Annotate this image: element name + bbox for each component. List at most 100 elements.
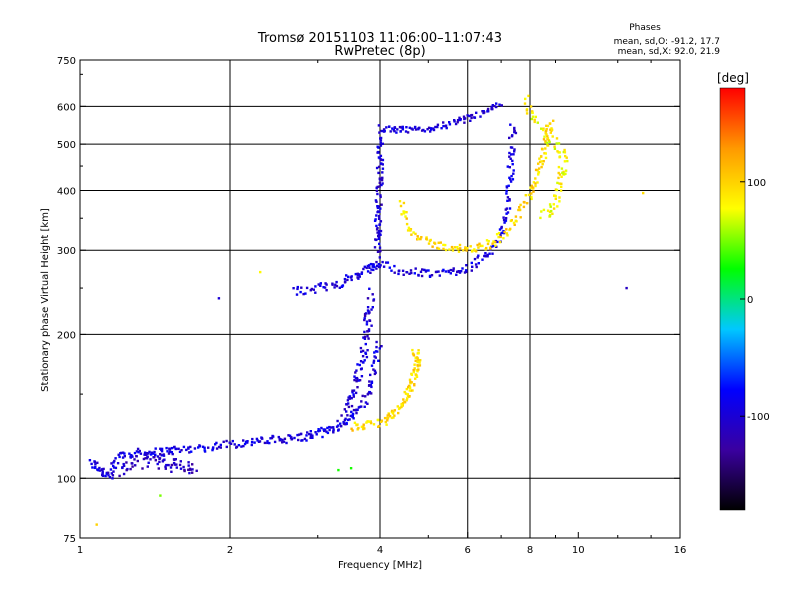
data-point: [404, 130, 408, 133]
data-point: [470, 116, 473, 120]
data-point: [147, 452, 150, 455]
data-point: [417, 349, 420, 352]
data-point: [343, 277, 347, 281]
data-point: [476, 256, 479, 259]
data-point: [497, 232, 501, 235]
data-point: [393, 264, 396, 268]
data-point: [283, 437, 287, 440]
data-point: [407, 384, 411, 388]
data-point: [553, 147, 557, 150]
data-point: [357, 426, 360, 430]
data-point: [378, 242, 381, 246]
data-point: [417, 358, 420, 362]
data-point: [137, 451, 140, 454]
data-point: [136, 459, 139, 463]
data-point: [142, 457, 146, 461]
data-point: [128, 452, 131, 455]
data-point: [549, 128, 552, 131]
data-point: [375, 238, 378, 242]
data-point: [408, 126, 411, 129]
data-point: [436, 125, 439, 129]
data-point: [487, 240, 490, 243]
data-point: [360, 350, 363, 353]
data-point: [522, 205, 526, 209]
data-point: [273, 440, 277, 444]
data-point: [464, 246, 467, 249]
data-point: [295, 293, 299, 296]
data-point: [384, 420, 387, 424]
data-point: [154, 447, 157, 450]
data-point: [325, 289, 328, 292]
data-point: [505, 232, 509, 235]
data-point: [366, 330, 369, 333]
data-point: [376, 145, 379, 148]
data-point: [344, 417, 347, 420]
data-point: [185, 448, 188, 452]
data-point: [362, 423, 365, 426]
data-point: [201, 445, 205, 448]
data-point: [355, 409, 358, 412]
data-point: [297, 433, 301, 436]
data-point: [419, 359, 422, 362]
data-point: [525, 112, 529, 115]
data-point: [346, 414, 349, 417]
data-point: [324, 282, 327, 285]
data-point: [335, 284, 339, 288]
data-point: [353, 378, 356, 382]
data-point: [141, 467, 144, 470]
data-point: [177, 447, 180, 450]
data-point: [93, 466, 97, 470]
data-point: [405, 126, 408, 129]
data-point: [541, 148, 544, 151]
data-point: [357, 379, 360, 382]
data-point: [169, 466, 173, 469]
data-point: [355, 380, 358, 383]
data-point: [350, 410, 353, 414]
data-point: [398, 125, 402, 129]
data-point: [475, 250, 478, 253]
data-point: [363, 317, 366, 320]
data-point: [328, 428, 331, 432]
data-point: [345, 274, 348, 277]
data-point: [379, 141, 382, 145]
data-point: [544, 152, 547, 155]
data-point: [376, 264, 379, 267]
data-point: [170, 451, 173, 454]
data-point: [470, 250, 474, 253]
data-point: [277, 435, 280, 439]
data-point: [546, 209, 550, 212]
data-point: [134, 464, 137, 467]
data-point: [375, 214, 378, 217]
data-point: [370, 268, 373, 271]
colorbar-tick-label: 0: [747, 295, 753, 306]
data-point: [148, 450, 151, 454]
y-tick-label: 300: [57, 246, 76, 257]
data-point: [539, 155, 543, 158]
data-point: [530, 197, 533, 201]
data-point: [375, 189, 379, 192]
data-point: [477, 246, 480, 249]
data-point: [511, 159, 514, 163]
data-point: [159, 494, 162, 497]
data-point: [167, 463, 170, 467]
data-point: [349, 414, 352, 418]
data-point: [96, 461, 99, 464]
data-point: [566, 159, 569, 163]
data-point: [534, 182, 537, 185]
data-point: [325, 430, 328, 433]
data-point: [549, 131, 552, 134]
x-tick-label: 2: [227, 545, 233, 556]
data-point: [479, 115, 482, 118]
data-point: [509, 178, 512, 181]
data-point: [292, 287, 295, 290]
data-point: [104, 474, 107, 478]
data-point: [123, 455, 126, 458]
data-point: [369, 271, 372, 274]
data-point: [466, 114, 469, 117]
data-point: [343, 281, 347, 284]
data-point: [558, 200, 561, 203]
data-point: [414, 128, 418, 131]
data-point: [404, 392, 408, 395]
data-point: [473, 116, 477, 119]
data-point: [366, 335, 369, 338]
